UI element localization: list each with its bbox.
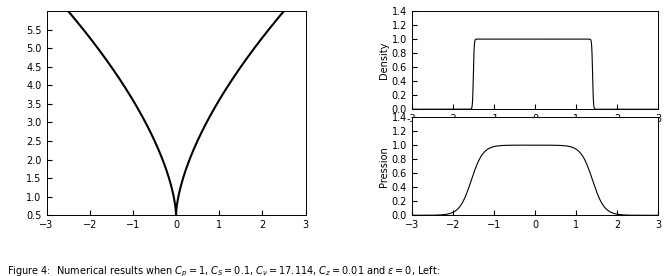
Y-axis label: Density: Density <box>378 41 388 79</box>
Y-axis label: Pression: Pression <box>378 146 388 187</box>
Text: Figure 4:  Numerical results when $C_p = 1$, $C_S = 0.1$, $C_\nu = 17.114$, $C_z: Figure 4: Numerical results when $C_p = … <box>7 265 440 276</box>
